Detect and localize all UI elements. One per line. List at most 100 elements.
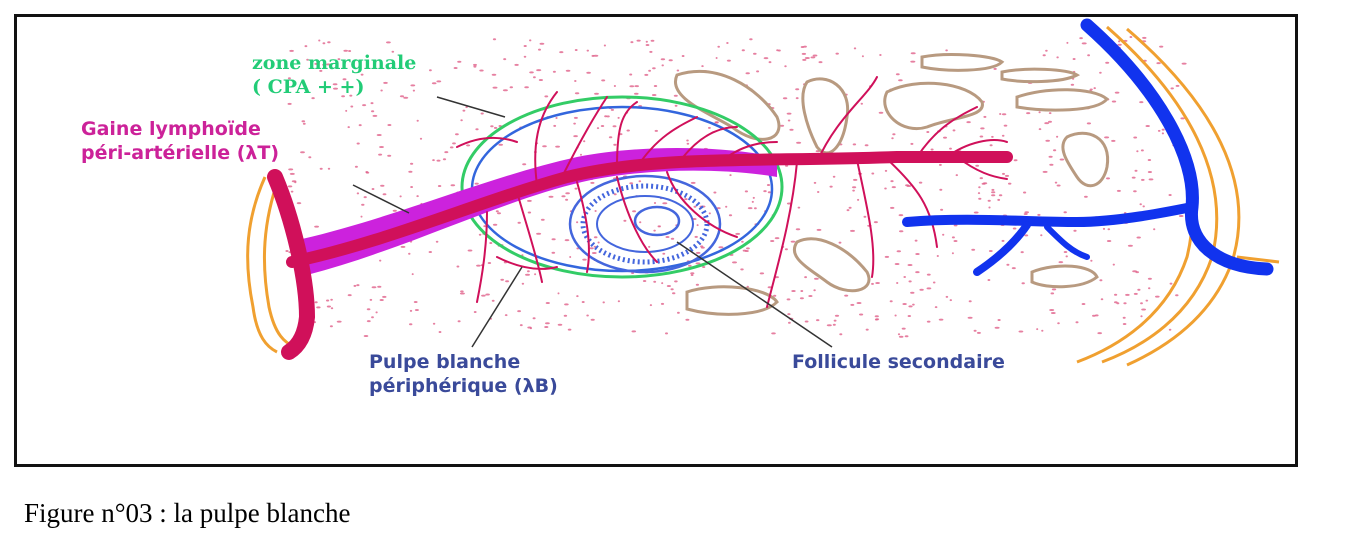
red-pulp-dot <box>890 180 894 183</box>
red-pulp-dot <box>857 198 860 201</box>
venous-sinuses <box>673 53 1110 316</box>
red-pulp-dot <box>411 273 414 276</box>
red-pulp-dot <box>690 181 696 184</box>
red-pulp-dot <box>910 52 916 55</box>
red-pulp-dot <box>725 205 728 208</box>
red-pulp-dot <box>314 62 320 65</box>
red-pulp-dot <box>989 144 993 147</box>
red-pulp-dot <box>700 246 705 249</box>
red-pulp-dot <box>660 302 665 305</box>
red-pulp-dot <box>932 281 936 284</box>
red-pulp-dot <box>768 61 772 64</box>
red-pulp-dot <box>327 167 331 170</box>
red-pulp-dot <box>522 163 527 166</box>
red-pulp-dot <box>835 52 839 55</box>
red-pulp-dot <box>1092 314 1096 317</box>
red-pulp-dot <box>770 240 775 242</box>
red-pulp-dot <box>529 39 532 42</box>
red-pulp-dot <box>648 245 651 248</box>
red-pulp-dot <box>1117 43 1122 46</box>
red-pulp-dot <box>645 40 648 43</box>
red-pulp-dot <box>527 270 530 273</box>
red-pulp-dot <box>796 141 802 144</box>
red-pulp-dot <box>1038 111 1041 114</box>
red-pulp-dot <box>1001 239 1005 242</box>
red-pulp-dot <box>533 76 536 79</box>
red-pulp-dot <box>657 225 660 228</box>
red-pulp-dot <box>617 116 620 119</box>
red-pulp-dot <box>383 81 388 84</box>
red-pulp-dot <box>490 125 494 128</box>
red-pulp-dot <box>290 190 294 193</box>
red-pulp-dot <box>573 135 578 138</box>
red-pulp-dot <box>787 119 791 122</box>
red-pulp-dot <box>800 290 804 292</box>
red-pulp-dot <box>853 178 858 181</box>
red-pulp-dot <box>1063 251 1068 253</box>
red-pulp-dot <box>665 236 670 238</box>
red-pulp-dot <box>859 313 864 316</box>
red-pulp-dot <box>1105 61 1110 64</box>
red-pulp-dot <box>875 282 880 284</box>
red-pulp-dot <box>371 110 375 113</box>
red-pulp-dot <box>901 327 906 330</box>
red-pulp-dot <box>523 55 527 58</box>
red-pulp-dot <box>1001 113 1007 116</box>
red-pulp-dot <box>565 198 569 201</box>
red-pulp-dot <box>408 170 413 173</box>
red-pulp-dot <box>661 282 664 285</box>
red-pulp-dot <box>1036 328 1039 331</box>
red-pulp-dot <box>714 121 719 124</box>
red-pulp-dot <box>746 247 750 250</box>
red-pulp-dot <box>316 306 321 309</box>
red-pulp-dot <box>452 142 456 145</box>
red-pulp-dot <box>838 241 842 244</box>
red-pulp-dot <box>1051 288 1057 291</box>
red-pulp-dot <box>914 239 918 242</box>
red-pulp-dot <box>603 44 607 47</box>
red-pulp-dot <box>852 186 857 189</box>
red-pulp-dot <box>1114 91 1120 94</box>
red-pulp-dot <box>1042 170 1048 173</box>
red-pulp-dot <box>583 140 586 143</box>
red-pulp-dot <box>1145 125 1150 127</box>
red-pulp-dot <box>597 241 600 244</box>
red-pulp-dot <box>674 104 678 107</box>
red-pulp-dot <box>345 109 348 112</box>
red-pulp-dot <box>311 97 315 100</box>
red-pulp-dot <box>409 323 413 326</box>
red-pulp-dot <box>983 115 987 118</box>
red-pulp-dot <box>871 172 875 175</box>
red-pulp-dot <box>865 328 869 331</box>
red-pulp-dot <box>999 113 1002 115</box>
red-pulp-dot <box>939 163 942 166</box>
red-pulp-dot <box>930 148 934 151</box>
red-pulp-dot <box>674 280 678 283</box>
red-pulp-dot <box>1073 229 1077 232</box>
red-pulp-dot <box>795 88 800 91</box>
red-pulp-dot <box>1181 62 1187 65</box>
red-pulp-dot <box>301 120 306 123</box>
figure-caption: Figure n°03 : la pulpe blanche <box>24 498 351 528</box>
red-pulp-dot <box>648 69 651 72</box>
red-pulp-dot <box>808 295 813 297</box>
red-pulp-dot <box>475 128 479 131</box>
red-pulp-dot <box>414 309 419 311</box>
red-pulp-dot <box>998 194 1003 197</box>
red-pulp-dot <box>988 206 991 209</box>
red-pulp-dot <box>1159 45 1164 48</box>
red-pulp-dot <box>366 308 371 311</box>
red-pulp-dot <box>945 49 948 52</box>
red-pulp-dot <box>754 207 757 210</box>
red-pulp-dot <box>684 198 688 201</box>
red-pulp-dot <box>319 167 323 170</box>
red-pulp-dot <box>839 333 843 336</box>
red-pulp-dot <box>644 73 649 76</box>
red-pulp-dot <box>567 328 572 331</box>
red-pulp-dot <box>314 225 319 228</box>
red-pulp-dot <box>926 273 931 276</box>
red-pulp-dot <box>945 295 949 298</box>
red-pulp-dot <box>832 175 836 178</box>
pointer-lines <box>352 96 833 348</box>
red-pulp-dot <box>576 295 579 298</box>
